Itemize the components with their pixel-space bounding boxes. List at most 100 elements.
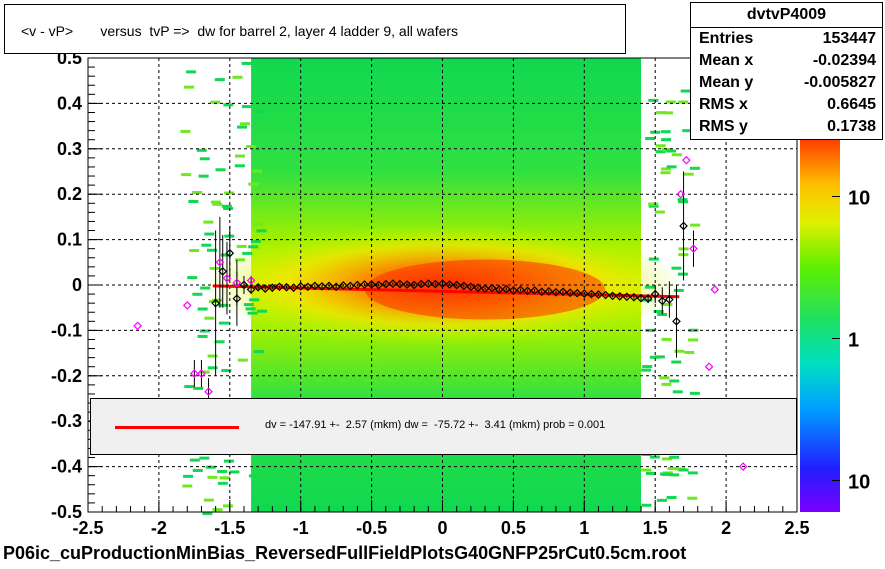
heatmap-cell [189, 249, 200, 253]
heatmap-cell [666, 165, 677, 169]
x-tick-label: 0 [437, 518, 447, 538]
profile-black-marker [565, 288, 575, 298]
heatmap-cell [248, 245, 259, 249]
heatmap-cell [666, 496, 677, 500]
stats-value: -0.005827 [803, 74, 876, 91]
heatmap-cell [682, 129, 693, 133]
heatmap-cell [688, 338, 699, 342]
heatmap-cell [180, 129, 191, 133]
heatmap-cell [223, 459, 234, 463]
stats-value: 153447 [822, 30, 876, 47]
stats-label: Mean y [699, 74, 754, 91]
stats-value: -0.02394 [812, 52, 876, 69]
heatmap-cell [197, 334, 208, 338]
stats-label: RMS x [699, 96, 748, 113]
heatmap-cell [688, 328, 699, 332]
heatmap-cell [655, 144, 666, 148]
profile-black-marker [218, 267, 228, 276]
heatmap-cell [677, 272, 688, 276]
heatmap-cell [218, 321, 229, 325]
heatmap-cell [642, 365, 653, 369]
profile-black-marker [537, 287, 547, 297]
heatmap-cell [183, 474, 194, 478]
heatmap-cell [192, 190, 203, 194]
heatmap-cell [221, 204, 232, 208]
heatmap-cell [223, 504, 234, 508]
heatmap-cell [246, 145, 257, 149]
profile-black-marker [367, 280, 376, 289]
profile-magenta-marker [197, 369, 206, 378]
heatmap-cell [229, 470, 240, 474]
heatmap-cell [242, 251, 253, 255]
heatmap-cell [660, 130, 671, 134]
profile-black-marker [523, 286, 532, 296]
heatmap-cell [204, 232, 215, 236]
profile-black-marker [608, 291, 618, 301]
profile-black-marker [338, 281, 348, 290]
profile-black-marker [211, 298, 220, 308]
heatmap-cell [247, 311, 258, 315]
profile-black-marker [551, 287, 561, 297]
profile-black-marker [657, 296, 667, 306]
profile-black-marker [360, 280, 369, 289]
heatmap-cell [655, 150, 666, 154]
profile-black-marker [253, 282, 263, 292]
profile-black-marker [275, 282, 284, 292]
profile-black-marker [487, 283, 497, 293]
profile-black-marker [679, 221, 688, 231]
profile-black-marker [395, 279, 405, 289]
heatmap-cell [678, 100, 689, 104]
heatmap-cell [663, 111, 674, 115]
heatmap-cell [242, 105, 253, 109]
profile-black-marker [445, 280, 454, 289]
y-tick-label: -0.5 [51, 502, 82, 522]
heatmap-cell [660, 171, 671, 175]
x-tick-label: -0.5 [356, 518, 387, 538]
profile-magenta-marker [682, 155, 691, 165]
heatmap-cell [687, 496, 698, 500]
x-tick-label: 1 [579, 518, 589, 538]
heatmap-cell [662, 302, 673, 306]
heatmap-cell [253, 350, 264, 354]
stats-name: dvtvP4009 [691, 3, 882, 28]
profile-black-marker [544, 287, 554, 296]
heatmap-cell [207, 366, 218, 370]
profile-black-marker [601, 290, 610, 300]
y-tick-label: -0.2 [51, 366, 82, 386]
heatmap-cell [648, 202, 659, 206]
heatmap-cell [661, 457, 672, 461]
stats-row-entries: Entries 153447 [691, 28, 882, 50]
profile-black-marker [267, 283, 277, 293]
heatmap-cell [656, 111, 667, 115]
profile-magenta-marker [738, 462, 748, 471]
profile-black-marker [310, 281, 320, 291]
y-tick-label: 0.3 [57, 139, 82, 159]
profile-magenta-marker [215, 257, 225, 267]
y-tick-label: 0.4 [57, 93, 82, 113]
heatmap-cell [671, 266, 682, 270]
heatmap-cell [645, 137, 656, 141]
heatmap-cell [677, 198, 688, 202]
heatmap-cell [207, 248, 218, 252]
x-tick-label: 2 [721, 518, 731, 538]
heatmap-cell [654, 210, 665, 214]
profile-black-marker [672, 316, 681, 326]
profile-black-marker [494, 285, 504, 294]
color-scale: 10 1 10 [800, 140, 870, 512]
stats-row-mean-y: Mean y -0.005827 [691, 72, 882, 94]
profile-black-marker [466, 282, 476, 292]
heatmap-cell [254, 508, 265, 512]
profile-black-marker [572, 288, 582, 298]
heatmap-cell [189, 458, 200, 462]
heatmap-cell [250, 239, 261, 243]
x-tick-label: 1.5 [643, 518, 668, 538]
x-tick-label: -2 [151, 518, 167, 538]
profile-magenta-marker [182, 301, 192, 310]
profile-black-marker [331, 282, 341, 292]
heatmap-cell [644, 285, 655, 289]
plot-title: <v - vP> versus tvP => dw for barrel 2, … [21, 23, 459, 39]
stats-label: Entries [699, 30, 754, 47]
heatmap-cell [236, 244, 247, 248]
title-box: <v - vP> versus tvP => dw for barrel 2, … [4, 4, 626, 54]
profile-black-marker [622, 292, 632, 302]
